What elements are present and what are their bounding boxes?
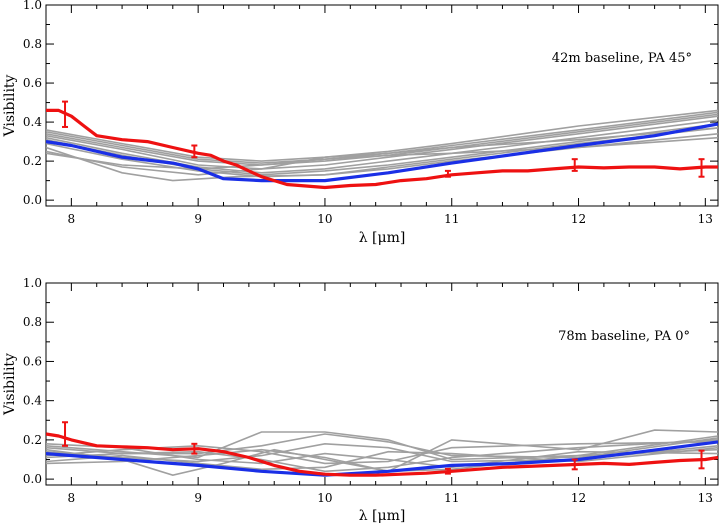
x-axis-title: λ [μm] [359, 508, 406, 524]
model-line [46, 127, 718, 176]
y-tick-label: 1.0 [23, 0, 42, 12]
model-line [46, 439, 718, 473]
plot-frame [45, 282, 719, 486]
best-model-line [46, 122, 718, 183]
x-tick-label: 11 [444, 212, 459, 226]
model-line [46, 443, 718, 469]
x-axis-title: λ [μm] [359, 230, 406, 246]
x-tick-label: 10 [317, 212, 332, 226]
best-model-line [46, 440, 718, 477]
y-tick-label: 0.4 [23, 394, 42, 408]
y-tick-label: 0.2 [23, 154, 42, 168]
measured-line [46, 108, 718, 190]
y-tick-label: 0.6 [23, 354, 42, 368]
x-tick-label: 8 [68, 212, 76, 226]
y-tick-label: 0.2 [23, 433, 42, 447]
x-tick-label: 12 [571, 212, 586, 226]
x-tick-label: 13 [698, 491, 713, 505]
y-tick-label: 0.8 [23, 315, 42, 329]
plot-frame [45, 4, 719, 207]
y-tick-label: 0.4 [23, 115, 42, 129]
y-tick-label: 1.0 [23, 276, 42, 290]
panel-annotation: 78m baseline, PA 0° [558, 329, 690, 344]
y-tick-label: 0.8 [23, 37, 42, 51]
model-line [46, 115, 718, 170]
x-tick-label: 9 [194, 491, 202, 505]
panel-annotation: 42m baseline, PA 45° [552, 51, 692, 66]
model-line [46, 448, 718, 473]
y-axis-title: Visibility [2, 74, 18, 137]
x-tick-label: 13 [698, 212, 713, 226]
x-tick-label: 8 [68, 491, 76, 505]
y-tick-label: 0.0 [23, 193, 42, 207]
x-tick-label: 11 [444, 491, 459, 505]
model-line [46, 113, 718, 166]
x-tick-label: 12 [571, 491, 586, 505]
measured-line [46, 432, 718, 477]
x-tick-label: 10 [317, 491, 332, 505]
x-tick-label: 9 [194, 212, 202, 226]
y-tick-label: 0.0 [23, 472, 42, 486]
model-line [46, 136, 718, 170]
y-tick-label: 0.6 [23, 76, 42, 90]
y-axis-title: Visibility [2, 353, 18, 416]
